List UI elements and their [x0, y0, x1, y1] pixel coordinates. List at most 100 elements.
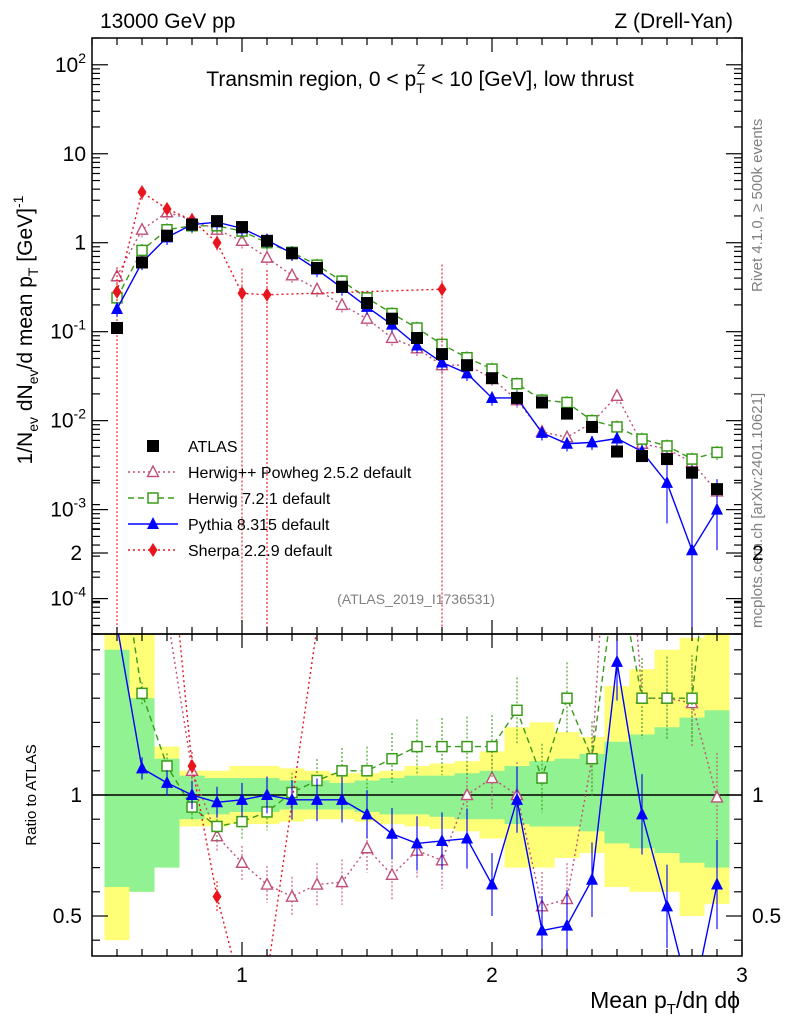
data-point	[436, 355, 448, 368]
ratio-point	[261, 788, 273, 800]
data-point	[311, 261, 323, 274]
data-point	[586, 420, 598, 433]
ratio-point	[711, 877, 723, 890]
legend-label: Sherpa 2.2.9 default	[188, 543, 333, 560]
y-tick-label: 10-1	[50, 317, 86, 344]
data-point	[385, 330, 399, 344]
ratio-point	[360, 840, 374, 854]
header-left: 13000 GeV pp	[100, 10, 235, 33]
data-point	[711, 446, 723, 459]
data-point	[511, 377, 523, 390]
ratio-point	[336, 765, 348, 777]
data-point	[411, 338, 423, 351]
legend-label: Pythia 8.315 default	[188, 517, 330, 534]
legend: ATLAS Herwig++ Powheg 2.5.2 default Herwig…	[128, 439, 412, 560]
ratio-tick-label: 2	[70, 542, 82, 565]
data-point	[461, 366, 473, 379]
ylabel-b-sub: ev	[25, 369, 41, 384]
ratio-point	[486, 877, 498, 890]
y-axis-label: 1/Nev dNev/d mean pT [GeV]-1	[10, 195, 41, 464]
legend-label: Herwig++ Powheg 2.5.2 default	[188, 465, 412, 482]
data-point	[360, 311, 374, 324]
chart-title-sub: T	[416, 80, 425, 96]
ratio-point	[211, 795, 223, 808]
ratio-point	[136, 687, 148, 700]
ylabel-b: dN	[14, 384, 37, 417]
data-point	[162, 201, 172, 216]
ratio-point	[485, 770, 499, 784]
data-point	[335, 297, 349, 311]
data-point	[136, 256, 148, 269]
ratio-point	[612, 560, 622, 570]
ratio-tick-label-right: 2	[752, 542, 764, 565]
data-point	[461, 359, 473, 372]
x-tick-label: 2	[486, 964, 498, 987]
ratio-point	[361, 765, 373, 777]
band-inner-bin	[604, 741, 630, 844]
ratio-point	[710, 789, 724, 803]
ylabel-a: 1/N	[14, 432, 37, 465]
data-point	[386, 312, 398, 325]
ratio-point	[561, 692, 573, 704]
data-point	[235, 233, 249, 247]
data-point	[436, 348, 448, 361]
data-point	[686, 543, 698, 556]
band-inner-bin	[104, 649, 130, 887]
x-tick-label: 3	[736, 964, 748, 987]
ratio-point	[611, 654, 623, 667]
ratio-point	[137, 474, 148, 485]
ratio-point	[162, 608, 173, 619]
data-point	[636, 433, 648, 445]
ratio-point	[486, 740, 498, 753]
ratio-point	[286, 792, 298, 805]
ratio-point	[661, 692, 673, 704]
ratio-point	[335, 874, 349, 888]
x-axis-label: Mean pT/dη dϕ	[590, 987, 740, 1018]
data-point	[211, 215, 223, 228]
chart-title-sup: Z	[417, 61, 426, 77]
ratio-point	[136, 761, 148, 774]
data-point	[285, 267, 299, 281]
ratio-tick-label: 1	[70, 784, 82, 807]
ratio-point	[310, 877, 324, 890]
ratio-point	[361, 807, 373, 820]
band-inner-bin	[529, 761, 555, 827]
ratio-point	[436, 740, 448, 753]
ratio-point	[536, 923, 548, 936]
data-point	[262, 287, 272, 302]
ratio-axes: 0.5 0.5 1 1 2 2 1 2 3	[53, 479, 781, 987]
ratio-point	[686, 692, 698, 704]
ratio-point	[285, 889, 299, 902]
ratio-series	[116, 474, 724, 956]
band-inner-bin	[554, 758, 580, 827]
ratio-tick-label-right: 1	[752, 784, 764, 807]
data-point	[536, 396, 548, 409]
ratio-panel: 0.5 0.5 1 1 2 2 1 2 3 Ratio to ATLAS	[23, 474, 781, 987]
data-point	[336, 280, 348, 293]
ratio-point	[460, 787, 474, 801]
ratio-point	[161, 760, 173, 772]
y-tick-label: 1	[74, 232, 86, 255]
data-point	[661, 453, 673, 466]
rivet-label: Rivet 4.1.0, ≥ 500k events	[749, 119, 766, 292]
ylabel-d: [GeV]	[14, 208, 37, 268]
legend-marker	[147, 440, 159, 452]
data-point	[711, 502, 723, 515]
data-point	[261, 234, 273, 247]
data-point	[486, 390, 498, 403]
data-point	[186, 218, 198, 231]
ratio-point	[411, 740, 423, 753]
data-point	[212, 235, 222, 250]
ratio-point	[187, 758, 197, 773]
ratio-point	[211, 820, 223, 833]
ratio-point	[436, 833, 448, 846]
data-point	[112, 284, 122, 299]
data-point	[536, 425, 548, 438]
data-point	[361, 297, 373, 310]
ratio-point	[236, 815, 248, 828]
ratio-point	[386, 752, 398, 765]
ratio-point	[461, 740, 473, 753]
data-point	[586, 435, 598, 448]
ratio-point	[511, 704, 523, 717]
